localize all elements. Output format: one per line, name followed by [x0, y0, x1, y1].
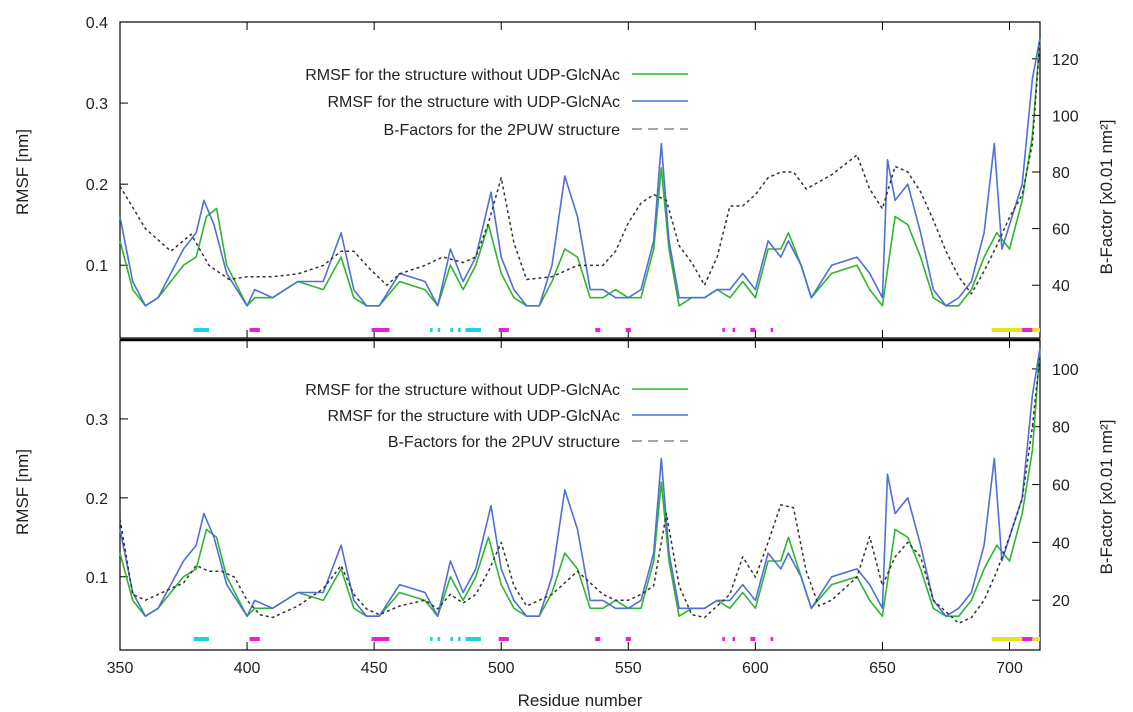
structure-marker [770, 637, 774, 641]
structure-marker [249, 328, 260, 332]
x-tick-label: 550 [615, 660, 642, 677]
x-tick-label: 350 [107, 660, 134, 677]
x-tick-label: 600 [742, 660, 769, 677]
structure-marker [430, 328, 433, 332]
legend-label: RMSF for the structure with UDP-GlcNAc [328, 408, 621, 425]
structure-marker [1022, 637, 1033, 641]
structure-marker [465, 328, 481, 332]
y2-tick-label: 40 [1052, 278, 1070, 295]
y2-tick-label: 100 [1052, 108, 1079, 125]
x-tick-label: 650 [869, 660, 896, 677]
rmsf-with-line [119, 347, 1041, 618]
y-tick-label: 0.3 [86, 96, 108, 113]
structure-marker [193, 637, 209, 641]
legend-label: RMSF for the structure with UDP-GlcNAc [328, 94, 621, 111]
y-tick-label: 0.2 [86, 491, 108, 508]
structure-marker [625, 637, 631, 641]
structure-marker [437, 328, 441, 332]
structure-marker [450, 637, 453, 641]
structure-marker [450, 328, 453, 332]
structure-marker [193, 328, 209, 332]
y2-tick-label: 80 [1052, 420, 1070, 437]
y-tick-label: 0.1 [86, 570, 108, 587]
structure-marker [437, 637, 441, 641]
y2-tick-label: 60 [1052, 478, 1070, 495]
structure-marker [625, 328, 631, 332]
x-tick-label: 400 [234, 660, 261, 677]
y2-tick-label: 80 [1052, 165, 1070, 182]
structure-marker [750, 637, 756, 641]
structure-marker [498, 328, 509, 332]
structure-marker [991, 328, 1040, 332]
legend-label: RMSF for the structure without UDP-GlcNA… [305, 67, 620, 84]
bottom-y-axis-label: RMSF [nm] [13, 449, 32, 535]
bottom-y2-axis-label: B-Factor [x0.01 nm²] [1097, 420, 1116, 575]
y-tick-label: 0.3 [86, 412, 108, 429]
structure-marker [770, 328, 774, 332]
y2-tick-label: 40 [1052, 535, 1070, 552]
structure-marker [465, 637, 481, 641]
bfactor-line [119, 354, 1041, 625]
y-tick-label: 0.1 [86, 258, 108, 275]
y-tick-label: 0.2 [86, 177, 108, 194]
bottom-panel-plot: 0.1 0.2 0.3 20 40 60 80 100 350 400 450 500 550 600 65… [86, 340, 1079, 677]
rmsf-with-line [119, 38, 1041, 307]
y2-tick-label: 100 [1052, 362, 1079, 379]
structure-marker [430, 637, 433, 641]
structure-marker [498, 637, 509, 641]
structure-marker [722, 328, 725, 332]
y2-tick-label: 20 [1052, 593, 1070, 610]
x-tick-label: 450 [361, 660, 388, 677]
top-panel-frame [119, 21, 1041, 339]
structure-marker [458, 637, 461, 641]
y2-tick-label: 120 [1052, 52, 1079, 69]
x-tick-label: 500 [488, 660, 515, 677]
top-panel-plot: 0.1 0.2 0.3 0.4 40 60 80 100 120 RMSF for the str… [86, 15, 1079, 338]
structure-marker [750, 328, 756, 332]
structure-marker [722, 637, 725, 641]
structure-marker [595, 637, 601, 641]
structure-marker [371, 637, 390, 641]
structure-marker [732, 637, 736, 641]
top-y-axis-label: RMSF [nm] [13, 129, 32, 215]
structure-marker [595, 328, 601, 332]
legend-label: B-Factors for the 2PUW structure [383, 122, 620, 139]
x-axis-label: Residue number [518, 691, 643, 710]
legend-label: RMSF for the structure without UDP-GlcNA… [305, 382, 620, 399]
y-tick-label: 0.4 [86, 15, 108, 32]
structure-marker [991, 637, 1040, 641]
structure-marker [458, 328, 461, 332]
top-y2-axis-label: B-Factor [x0.01 nm²] [1097, 120, 1116, 275]
structure-marker [1022, 328, 1033, 332]
structure-marker [732, 328, 736, 332]
x-tick-label: 700 [996, 660, 1023, 677]
structure-marker [249, 637, 260, 641]
legend-label: B-Factors for the 2PUV structure [388, 434, 620, 451]
y2-tick-label: 60 [1052, 222, 1070, 239]
structure-marker [371, 328, 390, 332]
